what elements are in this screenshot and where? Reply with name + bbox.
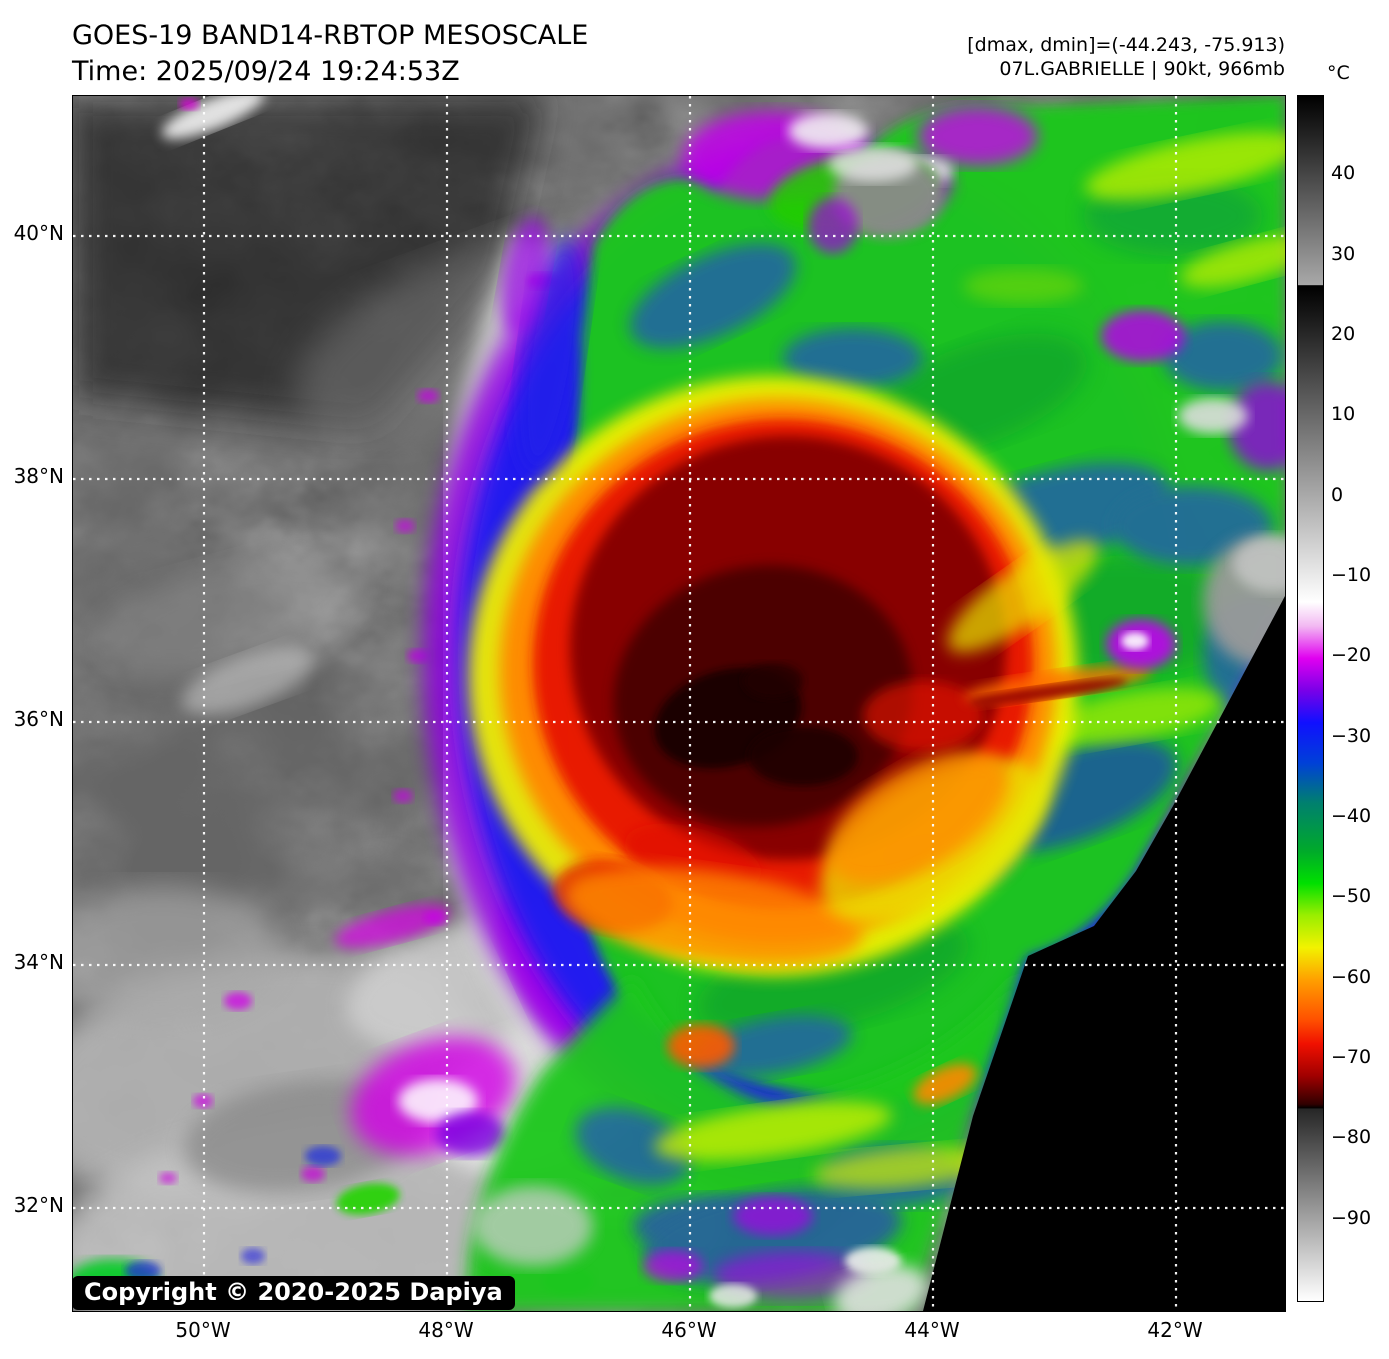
gridlines	[73, 96, 1285, 1311]
lon-tick-label: 44°W	[904, 1318, 960, 1342]
colorbar-tick-label: −40	[1331, 805, 1372, 827]
scattered-clouds	[473, 106, 1285, 1311]
hurricane	[423, 96, 1285, 1311]
colorbar-tick-label: −10	[1331, 564, 1372, 586]
colorbar-tick-label: −20	[1331, 644, 1372, 667]
colorbar-tick-label: −80	[1331, 1126, 1372, 1149]
storm-info-label: 07L.GABRIELLE | 90kt, 966mb	[999, 58, 1285, 80]
yellow-green-streaks	[654, 131, 1285, 1190]
lon-tick-label: 42°W	[1147, 1318, 1203, 1342]
south-orange-cell	[667, 1024, 735, 1068]
lat-tick-label: 38°N	[13, 463, 64, 488]
lat-tick-label: 34°N	[13, 949, 64, 974]
no-data-region	[923, 596, 1285, 1311]
copyright-badge: Copyright © 2020-2025 Dapiya	[72, 1276, 515, 1310]
dmax-dmin-label: [dmax, dmin]=(-44.243, -75.913)	[967, 34, 1285, 56]
lon-tick-label: 50°W	[175, 1318, 231, 1342]
page-title: GOES-19 BAND14-RBTOP MESOSCALE	[72, 20, 589, 51]
colorbar-tick-label: −60	[1331, 965, 1372, 988]
colorbar-tick-label: 30	[1331, 242, 1356, 265]
colorbar-tick-label: −70	[1331, 1046, 1372, 1068]
colorbar-tick-label: −50	[1331, 885, 1372, 908]
lat-tick-label: 32°N	[13, 1192, 64, 1217]
colorbar-tick-label: −90	[1331, 1206, 1372, 1229]
lon-tick-label: 46°W	[661, 1318, 717, 1342]
colorbar-tick-label: 40	[1331, 162, 1356, 185]
colorbar-tick-label: 0	[1331, 483, 1344, 506]
colorbar-tick-label: 20	[1331, 323, 1356, 345]
timestamp-label: Time: 2025/09/24 19:24:53Z	[72, 56, 460, 87]
lat-tick-label: 36°N	[13, 706, 64, 731]
satellite-map: Copyright © 2020-2025 Dapiya	[72, 95, 1286, 1312]
lat-tick-label: 40°N	[13, 220, 64, 245]
colorbar-tick-label: −30	[1331, 724, 1372, 747]
colorbar-tick-label: 10	[1331, 403, 1356, 426]
colorbar	[1297, 95, 1324, 1302]
satellite-image	[73, 96, 1285, 1311]
colorbar-unit-label: °C	[1327, 62, 1350, 84]
lon-tick-label: 48°W	[418, 1318, 474, 1342]
